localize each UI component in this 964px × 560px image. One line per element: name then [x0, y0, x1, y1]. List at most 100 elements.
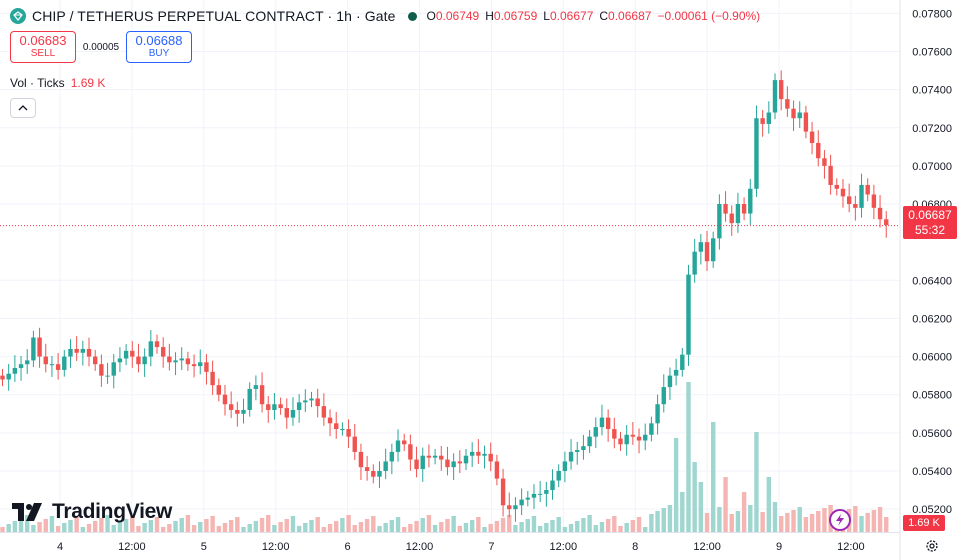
candle-body [198, 362, 203, 367]
price-tick-label: 0.06000 [912, 352, 952, 364]
candle-body [228, 404, 234, 410]
volume-bar [525, 519, 530, 532]
candle-body [735, 204, 741, 224]
candle-body [550, 480, 555, 491]
volume-bar [778, 516, 784, 532]
candle-body [93, 356, 98, 365]
volume-bar [117, 522, 123, 532]
candle-body [191, 364, 197, 367]
volume-bar [18, 518, 24, 532]
candle-body [68, 348, 73, 357]
candle-body [822, 158, 827, 166]
volume-bar [612, 516, 617, 532]
volume-bar [748, 505, 753, 532]
candle-body [426, 455, 432, 458]
volume-bar [74, 517, 79, 532]
candle-body [587, 436, 592, 447]
candle-body [290, 409, 296, 418]
candle-body [136, 356, 141, 365]
candle-body [303, 400, 308, 403]
candle-body [123, 350, 129, 359]
candle-body [204, 362, 209, 372]
candle-body [235, 409, 240, 414]
volume-bar [222, 523, 228, 532]
candle-body [327, 417, 333, 424]
volume-bar [661, 508, 666, 532]
open-value: 0.06749 [435, 9, 480, 23]
candle-body [643, 434, 648, 441]
volume-bar [568, 524, 574, 532]
candle-body [797, 112, 802, 119]
candle-body [18, 364, 24, 369]
price-tick-label: 0.06400 [912, 275, 952, 287]
sell-button[interactable]: 0.06683 SELL [10, 31, 76, 63]
volume-bar [822, 508, 827, 532]
candle-body [859, 184, 864, 208]
price-tick-label: 0.07000 [912, 161, 952, 173]
price-tick-label: 0.07400 [912, 85, 952, 97]
candle-body [402, 440, 407, 445]
candle-body [309, 398, 314, 401]
volume-bar [791, 510, 796, 532]
volume-bar [136, 526, 141, 532]
candle-body [284, 408, 289, 418]
candle-body [321, 406, 327, 418]
volume-bar [371, 516, 376, 532]
price-tick-label: 0.05400 [912, 466, 952, 478]
candle-body [408, 444, 413, 460]
volume-bar [797, 507, 802, 532]
candle-body [772, 80, 778, 113]
candle-body [457, 461, 463, 464]
symbol-title[interactable]: CHIP / TETHERUS PERPETUAL CONTRACT · 1h … [32, 8, 396, 24]
diamond-icon[interactable] [10, 8, 26, 24]
candle-body [130, 350, 135, 357]
candles [0, 70, 889, 522]
candle-body [655, 404, 660, 424]
volume-bar [871, 510, 877, 532]
volume-bar [507, 515, 512, 532]
volume-bar [562, 527, 568, 532]
volume-bar [537, 526, 543, 532]
volume-bar [445, 519, 450, 532]
volume-legend[interactable]: Vol · Ticks 1.69 K [10, 76, 105, 90]
time-tick-label: 8 [632, 541, 638, 553]
volume-bar [167, 524, 172, 532]
volume-bar [581, 518, 586, 532]
volume-bar [575, 521, 580, 532]
tradingview-logo[interactable]: TradingView [12, 500, 172, 524]
volume-bar [68, 520, 73, 532]
volume-bar [49, 516, 55, 532]
candle-body [414, 459, 419, 470]
bar-countdown: 55:32 [914, 223, 946, 237]
settings-button[interactable] [924, 538, 940, 554]
market-status-dot-icon[interactable] [407, 11, 417, 21]
volume-bar [711, 422, 716, 532]
price-tick-label: 0.05200 [912, 504, 952, 516]
candle-body [630, 434, 636, 437]
candle-body [62, 356, 67, 370]
candle-body [778, 80, 784, 100]
volume-bar [160, 527, 166, 532]
volume-bar [272, 525, 277, 532]
lightning-icon [836, 514, 844, 526]
volume-bar [803, 517, 809, 532]
candle-body [86, 348, 92, 357]
time-tick-label: 12:00 [837, 541, 865, 553]
candle-body [605, 417, 611, 430]
lightning-button[interactable] [829, 509, 851, 531]
candle-body [711, 238, 716, 262]
volume-bar [216, 526, 221, 532]
volume-bar [649, 514, 654, 532]
high-label: H [485, 9, 494, 23]
time-tick-label: 12:00 [262, 541, 290, 553]
collapse-legend-button[interactable] [10, 98, 36, 118]
volume-bar [179, 518, 184, 532]
buy-button[interactable]: 0.06688 BUY [126, 31, 192, 63]
candle-body [488, 453, 493, 462]
candle-body [420, 455, 425, 470]
candle-body [809, 131, 815, 144]
volume-bar [173, 521, 178, 532]
candle-body [364, 467, 370, 471]
candle-body [692, 251, 697, 275]
